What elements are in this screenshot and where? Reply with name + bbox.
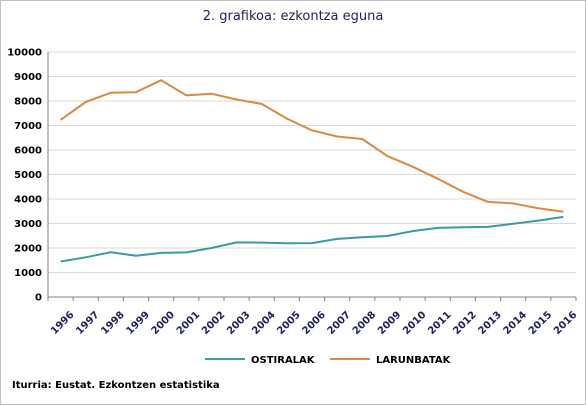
y-axis: 0 1000 2000 3000 4000 5000 6000 7000 8000 9000 100… [7, 48, 49, 304]
legend-label: OSTIRALAK [251, 355, 316, 366]
x-axis: 1996199719981999200020012002200320042005… [47, 297, 579, 337]
x-tick-label: 1996 [49, 309, 76, 336]
source-note: Iturria: Eustat. Ezkontzen estatistika [12, 380, 220, 391]
x-tick-label: 2000 [150, 309, 177, 336]
y-tick-label: 7000 [14, 121, 42, 132]
y-tick-label: 9000 [14, 72, 42, 83]
y-tick-label: 2000 [14, 244, 42, 255]
x-tick-label: 2013 [476, 309, 503, 336]
y-tick-label: 3000 [14, 219, 42, 230]
x-tick-label: 2012 [451, 309, 478, 336]
legend-label: LARUNBATAK [376, 355, 452, 366]
x-tick-label: 2004 [250, 309, 277, 336]
series-line-ostiralak [60, 215, 564, 263]
x-tick-label: 2001 [175, 309, 202, 336]
x-tick-label: 2005 [275, 309, 302, 336]
y-tick-label: 8000 [14, 97, 42, 108]
y-tick-label: 10000 [7, 48, 42, 59]
y-tick-label: 4000 [14, 195, 42, 206]
x-tick-label: 1998 [99, 309, 126, 336]
x-tick-label: 2008 [351, 309, 378, 336]
series-line-larunbatak [60, 79, 564, 213]
y-tick-label: 5000 [14, 170, 42, 181]
x-tick-label: 2014 [502, 309, 529, 336]
x-tick-label: 2007 [326, 309, 353, 336]
legend: OSTIRALAK LARUNBATAK [205, 355, 452, 366]
x-tick-label: 2006 [300, 309, 327, 336]
x-tick-label: 2015 [527, 309, 554, 336]
chart-title: 2. grafikoa: ezkontza eguna [203, 9, 384, 24]
x-tick-label: 2016 [552, 309, 579, 336]
x-tick-label: 2011 [426, 309, 453, 336]
gridlines [48, 51, 576, 298]
x-tick-label: 2010 [401, 309, 428, 336]
series-lines [60, 79, 564, 263]
y-tick-label: 6000 [14, 146, 42, 157]
x-tick-label: 2009 [376, 309, 403, 336]
x-tick-label: 1997 [74, 309, 101, 336]
x-tick-label: 2003 [225, 309, 252, 336]
x-tick-label: 2002 [200, 309, 227, 336]
y-tick-label: 0 [35, 293, 42, 304]
x-tick-label: 1999 [124, 309, 151, 336]
y-tick-label: 1000 [14, 268, 42, 279]
